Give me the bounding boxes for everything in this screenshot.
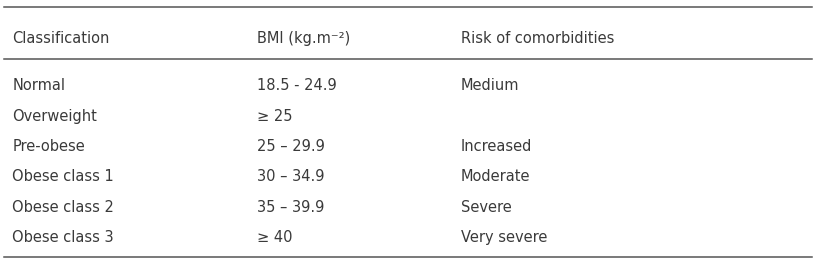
Text: Obese class 1: Obese class 1 <box>12 169 114 184</box>
Text: 25 – 29.9: 25 – 29.9 <box>257 139 325 154</box>
Text: Obese class 2: Obese class 2 <box>12 200 114 215</box>
Text: Classification: Classification <box>12 31 109 46</box>
Text: Moderate: Moderate <box>461 169 530 184</box>
Text: Increased: Increased <box>461 139 532 154</box>
Text: ≥ 25: ≥ 25 <box>257 109 293 124</box>
Text: Normal: Normal <box>12 78 65 93</box>
Text: Very severe: Very severe <box>461 230 548 245</box>
Text: Severe: Severe <box>461 200 512 215</box>
Text: ≥ 40: ≥ 40 <box>257 230 293 245</box>
Text: 35 – 39.9: 35 – 39.9 <box>257 200 325 215</box>
Text: 30 – 34.9: 30 – 34.9 <box>257 169 325 184</box>
Text: Risk of comorbidities: Risk of comorbidities <box>461 31 614 46</box>
Text: Obese class 3: Obese class 3 <box>12 230 114 245</box>
Text: Overweight: Overweight <box>12 109 97 124</box>
Text: 18.5 - 24.9: 18.5 - 24.9 <box>257 78 337 93</box>
Text: Medium: Medium <box>461 78 520 93</box>
Text: Pre-obese: Pre-obese <box>12 139 85 154</box>
Text: BMI (kg.m⁻²): BMI (kg.m⁻²) <box>257 31 350 46</box>
